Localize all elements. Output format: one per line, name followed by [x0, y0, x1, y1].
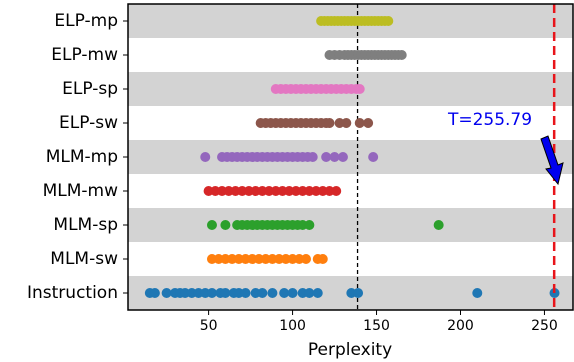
y-tick-label: ELP-mw — [51, 45, 118, 65]
y-tick-label: Instruction — [27, 283, 118, 303]
plot-area — [144, 4, 560, 310]
y-tick-label: MLM-mp — [46, 147, 118, 167]
x-tick-label: 250 — [531, 318, 558, 334]
plot-frame — [127, 3, 574, 311]
x-tick-label: 200 — [447, 318, 474, 334]
point — [368, 152, 379, 162]
point — [312, 288, 323, 298]
point — [329, 152, 340, 162]
point — [267, 288, 278, 298]
point — [433, 220, 444, 230]
x-tick-label: 50 — [200, 318, 218, 334]
x-axis-label: Perplexity — [308, 340, 392, 360]
row-band — [128, 140, 573, 174]
point — [206, 220, 217, 230]
point — [321, 152, 332, 162]
y-tick-label: MLM-sp — [53, 215, 118, 235]
point — [279, 288, 290, 298]
row-band — [128, 208, 573, 242]
point — [354, 84, 365, 94]
y-tick-label: ELP-sp — [62, 79, 118, 99]
point — [353, 288, 364, 298]
point — [301, 254, 311, 264]
point — [304, 220, 315, 230]
threshold-annotation: T=255.79 — [447, 110, 532, 130]
point — [324, 118, 335, 128]
row-bands — [128, 4, 573, 310]
point — [331, 186, 342, 196]
point — [206, 288, 217, 298]
y-tick-label: ELP-mp — [54, 11, 118, 31]
point — [304, 288, 315, 298]
point — [240, 288, 251, 298]
point — [220, 220, 231, 230]
y-tick-label: MLM-mw — [43, 181, 119, 201]
point — [220, 288, 231, 298]
point — [287, 288, 298, 298]
x-tick-label: 100 — [279, 318, 306, 334]
point — [161, 288, 172, 298]
annotation-arrow — [540, 135, 564, 186]
point — [396, 50, 407, 60]
y-tick-label: MLM-sw — [50, 249, 118, 269]
point — [354, 118, 365, 128]
point — [337, 152, 348, 162]
point — [363, 118, 374, 128]
x-tick-label: 150 — [363, 318, 390, 334]
point — [200, 152, 211, 162]
point — [317, 254, 328, 264]
y-tick-label: ELP-sw — [59, 113, 118, 133]
point — [341, 118, 352, 128]
point — [257, 288, 268, 298]
point — [383, 16, 394, 26]
point — [472, 288, 483, 298]
point — [307, 152, 318, 162]
point — [149, 288, 160, 298]
